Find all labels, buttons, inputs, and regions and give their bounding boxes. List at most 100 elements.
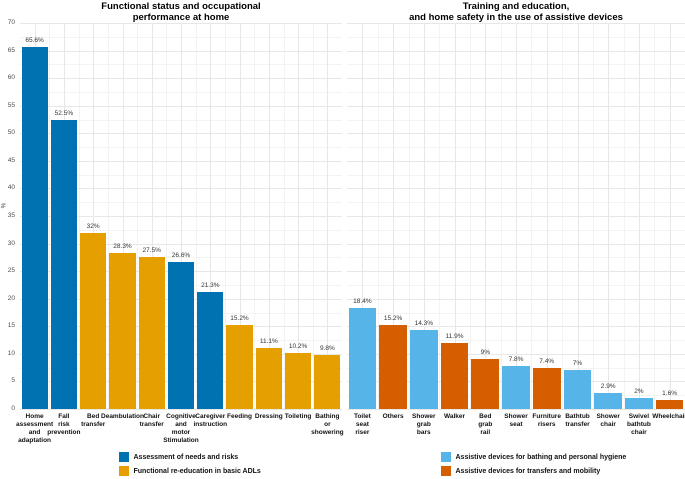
bar-value-label: 15.2% — [230, 315, 249, 323]
bar-value-label: 26.6% — [171, 252, 191, 260]
y-axis-label: % — [0, 202, 8, 209]
major-gridline — [546, 23, 548, 409]
bar-shower-grab-bars — [410, 330, 438, 409]
major-gridline — [669, 23, 671, 409]
y-tick-label: 10 — [7, 349, 15, 357]
major-gridline — [393, 23, 395, 409]
bar-home-assessment-and-adaptation — [21, 47, 48, 409]
y-tick-label: 50 — [7, 129, 15, 137]
category-label-home-assessment-and-adaptation: Home assessment and adaptation — [15, 413, 54, 444]
legend-label: Assessment of needs and risks — [133, 453, 239, 461]
bar-swivel-bathtub-chair — [625, 398, 653, 409]
category-label-dressing: Dressing — [254, 413, 283, 420]
category-label-toileting: Toileting — [284, 413, 312, 420]
y-tick-label: 30 — [7, 239, 15, 247]
bar-toileting — [284, 352, 312, 409]
major-gridline — [608, 23, 610, 409]
bar-value-label: 11.9% — [445, 333, 464, 341]
major-gridline — [423, 23, 425, 409]
legend-label: Functional re-education in basic ADLs — [133, 467, 261, 475]
legend-item: Assistive devices for bathing and person… — [441, 452, 626, 462]
major-gridline — [638, 23, 640, 409]
bar-value-label: 7.4% — [539, 358, 555, 366]
category-label-cognitive-and-motor-stimulation: Cognitive and motor Stimulation — [163, 413, 199, 444]
left-chart-plot-area: 65.6% Home assessment and adaptation 52.5%… — [16, 23, 344, 444]
bar-value-label: 2% — [634, 388, 644, 395]
right-chart-plot-area: 18.4% Toilet seat riser 15.2% Others 14.3% Sh… — [347, 23, 685, 436]
legend-swatch — [441, 452, 451, 462]
y-tick-label: 60 — [7, 74, 15, 82]
y-tick-label: 0 — [11, 405, 15, 412]
bar-walker — [440, 343, 469, 409]
bar-value-label: 11.1% — [259, 337, 278, 345]
y-tick-label: 5 — [11, 377, 15, 385]
legend-item: Assistive devices for transfers and mobi… — [441, 466, 626, 476]
bar-value-label: 15.2% — [383, 315, 403, 323]
right-chart-title: Training and education, and home safety … — [409, 1, 623, 23]
bar-value-label: 10.2% — [288, 342, 308, 350]
bar-value-label: 21.3% — [201, 281, 220, 289]
bar-deambulation — [109, 252, 136, 409]
major-gridline — [327, 23, 329, 409]
major-gridline — [485, 23, 487, 409]
category-label-feeding: Feeding — [227, 413, 252, 420]
bar-value-label: 7% — [572, 360, 583, 368]
category-label-chair-transfer: Chair transfer — [139, 413, 164, 428]
major-gridline — [93, 23, 95, 409]
major-gridline — [454, 23, 456, 409]
y-tick-label: 20 — [7, 294, 15, 302]
bar-shower-seat — [502, 366, 530, 409]
bar-value-label: 9.8% — [319, 345, 335, 352]
y-tick-label: 65 — [7, 46, 15, 54]
bar-shower-chair — [594, 393, 623, 409]
category-label-walker: Walker — [443, 413, 466, 420]
left-chart-title: Functional status and occupational perfo… — [101, 1, 261, 23]
major-gridline — [268, 23, 270, 409]
y-tick-label: 35 — [7, 212, 15, 219]
major-gridline — [577, 23, 579, 409]
legend-swatch — [441, 466, 451, 476]
y-tick-label: 40 — [7, 184, 15, 192]
bar-value-label: 14.3% — [414, 320, 434, 328]
bar-toilet-seat-riser — [348, 307, 377, 409]
bar-value-label: 32% — [86, 222, 100, 230]
bar-caregiver-instruction — [197, 291, 224, 409]
bar-fall-risk-prevention — [50, 119, 77, 409]
legend-item: Functional re-education in basic ADLs — [119, 466, 261, 476]
bar-value-label: 2.9% — [600, 383, 616, 390]
category-label-fall-risk-prevention: Fall risk prevention — [47, 413, 81, 436]
y-tick-label: 45 — [7, 156, 15, 164]
category-label-swivel-bathtub-chair: Swivel bathtub chair — [626, 413, 651, 436]
category-label-deambulation: Deambulation — [101, 413, 144, 420]
bar-value-label: 18.4% — [353, 297, 372, 305]
bar-bathing-or-showering — [314, 355, 341, 409]
category-label-bathtub-transfer: Bathtub transfer — [565, 413, 590, 428]
y-tick-label: 55 — [7, 101, 15, 109]
category-label-wheelchair: Wheelchair — [652, 413, 685, 420]
major-gridline — [210, 23, 212, 409]
major-gridline — [362, 23, 364, 409]
category-label-bed-grab-rail: Bed grab rail — [478, 413, 493, 436]
major-gridline — [20, 409, 342, 410]
bar-chair-transfer — [138, 257, 165, 409]
legend-item: Assessment of needs and risks — [119, 452, 261, 462]
major-gridline — [151, 23, 153, 409]
legend-label: Assistive devices for transfers and mobi… — [455, 467, 601, 475]
bar-value-label: 7.8% — [508, 356, 524, 363]
major-gridline — [239, 23, 241, 409]
bar-value-label: 65.6% — [25, 37, 44, 45]
bar-bed-transfer — [80, 232, 107, 409]
category-label-furniture-risers: Furniture risers — [532, 413, 561, 428]
legend-swatch — [119, 452, 129, 462]
category-label-others: Others — [382, 413, 404, 420]
category-label-bed-transfer: Bed transfer — [81, 413, 106, 428]
bar-wheelchair — [655, 400, 684, 409]
legend-label: Assistive devices for bathing and person… — [455, 453, 627, 461]
major-gridline — [122, 23, 124, 409]
major-gridline — [181, 23, 182, 409]
bar-value-label: 27.5% — [142, 247, 161, 255]
category-label-bathing-or-showering: Bathing or showering — [311, 413, 344, 436]
bar-value-label: 9% — [480, 349, 490, 357]
y-tick-label: 15 — [7, 322, 15, 330]
